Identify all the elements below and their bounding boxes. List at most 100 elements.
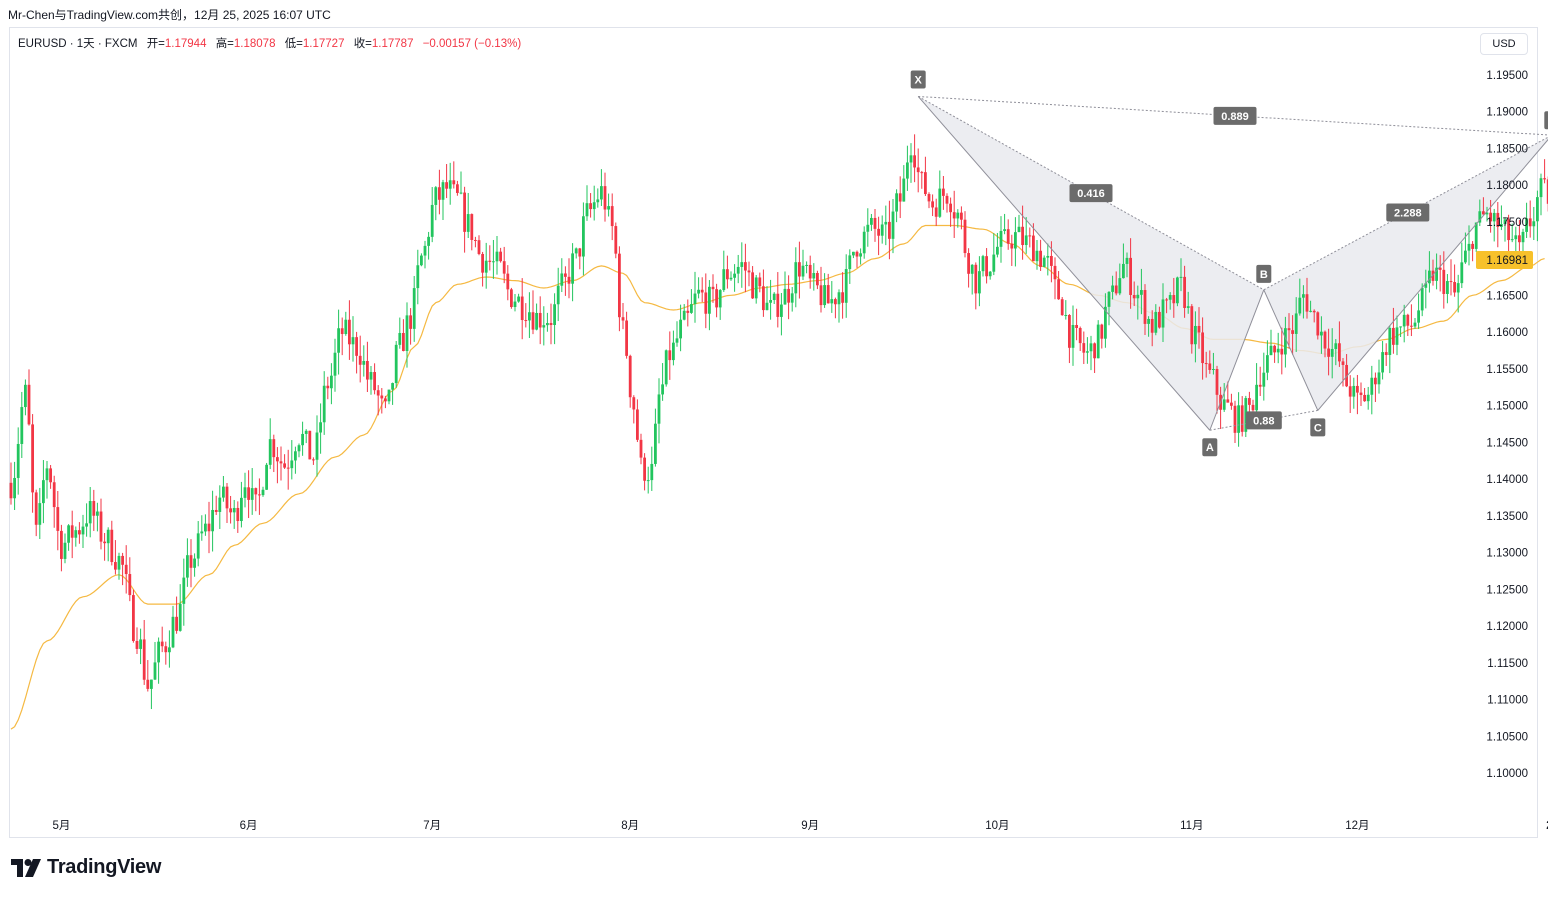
candle (157, 637, 160, 684)
candle (1071, 305, 1075, 366)
candle-body (1356, 385, 1359, 393)
candle (1388, 325, 1392, 374)
candle (866, 208, 870, 247)
candle (758, 272, 762, 293)
candle (384, 395, 387, 409)
candle-body (261, 489, 265, 496)
candle-body (877, 228, 880, 236)
candle-body (1050, 255, 1053, 266)
candle (726, 255, 729, 289)
candle (171, 605, 175, 649)
candle-body (661, 384, 664, 395)
candle-body (798, 262, 801, 277)
candle-body (441, 182, 445, 200)
candle (884, 205, 888, 246)
candle (1503, 217, 1507, 242)
candle (1302, 285, 1305, 319)
candle-body (294, 451, 297, 461)
candle (56, 490, 60, 551)
candle-body (1140, 290, 1143, 295)
price-tick-label: 1.17500 (1486, 217, 1528, 229)
tradingview-logo-icon (11, 858, 41, 877)
candle-body (1366, 394, 1370, 402)
candle (1021, 205, 1024, 260)
candle (679, 304, 682, 352)
candle (819, 266, 823, 313)
candle (1165, 297, 1168, 314)
candle-body (736, 266, 740, 274)
candle-body (571, 253, 574, 284)
candle-body (700, 289, 704, 293)
candle (52, 475, 56, 528)
open-label: 开= (146, 38, 165, 50)
candle-body (463, 192, 466, 232)
candle (704, 273, 708, 329)
candle-body (891, 211, 895, 239)
candle (1212, 352, 1215, 375)
candle-body (560, 273, 564, 286)
candle-body (312, 459, 315, 461)
candle-body (142, 639, 146, 680)
candle-body (438, 187, 441, 200)
candle (1042, 255, 1046, 268)
currency-button[interactable]: USD (1480, 33, 1528, 55)
candle (967, 248, 970, 288)
candle-body (502, 261, 506, 274)
candle-body (866, 224, 870, 232)
candle-body (564, 273, 567, 277)
pattern-ratio-xb: 0.416 (1069, 184, 1113, 203)
candle-body (1082, 343, 1086, 353)
candle-body (729, 277, 733, 280)
candle (978, 256, 981, 307)
candle (916, 148, 920, 193)
candle (1158, 306, 1161, 329)
candle (1111, 275, 1114, 300)
candle-body (952, 212, 956, 219)
candle (751, 266, 754, 299)
candle-body (747, 270, 751, 273)
pattern-ratio-ac: 0.88 (1245, 411, 1282, 430)
candle (729, 271, 733, 281)
candle (456, 180, 459, 196)
candle (60, 524, 63, 572)
candle (470, 213, 474, 251)
candle (700, 277, 704, 303)
candle (783, 271, 787, 305)
candle (711, 274, 715, 303)
candle-body (1078, 328, 1082, 344)
candle-body (870, 217, 873, 225)
candle (1370, 365, 1374, 415)
candle-body (722, 269, 726, 291)
pattern-point-c-text: C (1314, 422, 1322, 434)
tradingview-brand[interactable]: TradingView (11, 856, 161, 879)
candle (1129, 238, 1132, 309)
candle (232, 499, 236, 529)
candle (718, 289, 722, 320)
candle-body (1341, 361, 1345, 365)
candle (1478, 199, 1482, 227)
candle (650, 446, 654, 491)
candle-body (567, 276, 571, 284)
candle (1305, 277, 1309, 319)
candle-body (1456, 283, 1460, 293)
candle-body (85, 523, 88, 527)
candle (722, 250, 726, 292)
candle (492, 239, 495, 279)
candle (1348, 375, 1352, 413)
candle-body (1215, 369, 1219, 395)
candle (1233, 400, 1237, 443)
candle-body (1093, 343, 1096, 359)
candle (787, 275, 790, 320)
candle (481, 251, 484, 287)
candle-body (175, 616, 178, 631)
candle (24, 379, 27, 416)
candle (646, 466, 650, 494)
candle (319, 403, 322, 454)
candle (106, 527, 110, 562)
candle-body (128, 574, 132, 596)
candle-body (528, 312, 531, 321)
price-tick-label: 1.12500 (1486, 584, 1528, 596)
candle (1438, 255, 1442, 292)
candle (1028, 227, 1032, 248)
